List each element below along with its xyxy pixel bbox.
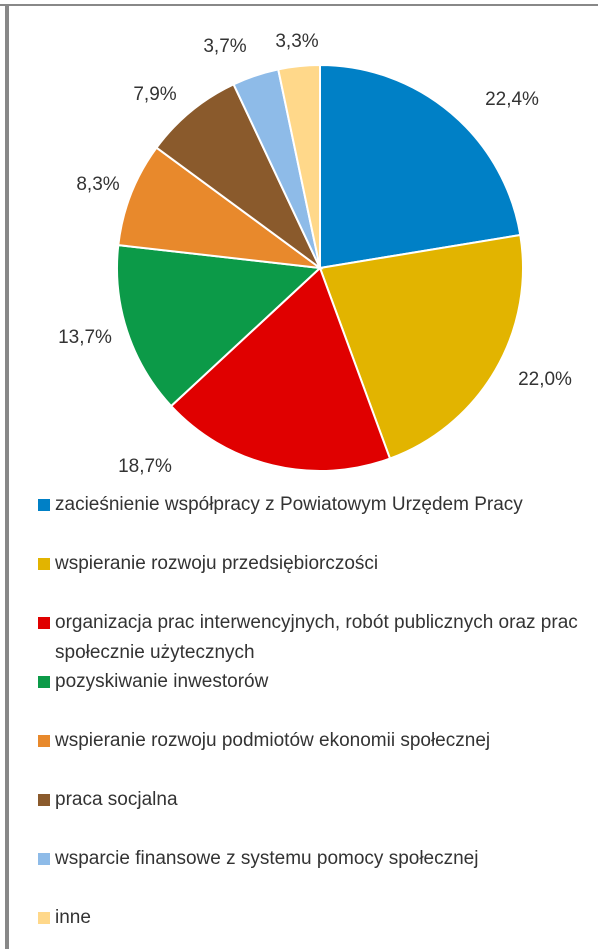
legend-item: zacieśnienie współpracy z Powiatowym Urz… [36,490,586,549]
legend-swatch [38,499,50,511]
legend-label: wspieranie rozwoju podmiotów ekonomii sp… [55,730,491,751]
pie-slice [155,82,321,269]
legend-label: pozyskiwanie inwestorów [55,671,269,692]
legend-swatch [38,853,50,865]
pie-slice [319,63,522,270]
legend-label: organizacja prac interwencyjnych, robót … [55,612,578,663]
data-label: 7,9% [133,84,176,105]
pie-slice [117,146,324,270]
pie-slice [277,63,321,269]
legend-swatch [38,558,50,570]
legend-label: wsparcie finansowe z systemu pomocy społ… [55,848,479,869]
pie-slice [116,243,323,408]
data-label: 18,7% [118,456,172,477]
legend-item: wsparcie finansowe z systemu pomocy społ… [36,844,586,903]
legend-label: wspieranie rozwoju przedsiębiorczości [55,553,379,574]
legend-item: organizacja prac interwencyjnych, robót … [36,608,586,667]
legend-swatch [38,617,50,629]
legend-label: inne [55,907,91,928]
legend-item: pozyskiwanie inwestorów [36,667,586,726]
legend-swatch [38,912,50,924]
legend-item: wspieranie rozwoju przedsiębiorczości [36,549,586,608]
pie-slice [169,266,392,472]
legend-swatch [38,676,50,688]
legend-label: praca socjalna [55,789,178,810]
pie-slice [318,233,524,460]
legend-label: zacieśnienie współpracy z Powiatowym Urz… [55,494,523,515]
legend-item: inne [36,903,586,949]
legend-item: praca socjalna [36,785,586,844]
legend-item: wspieranie rozwoju podmiotów ekonomii sp… [36,726,586,785]
data-label: 8,3% [76,174,119,195]
data-label: 3,3% [275,31,318,52]
data-label: 3,7% [203,36,246,57]
legend-swatch [38,735,50,747]
legend: zacieśnienie współpracy z Powiatowym Urz… [36,490,586,949]
data-label: 13,7% [58,327,112,348]
data-label: 22,4% [485,89,539,110]
data-label: 22,0% [518,369,572,390]
legend-swatch [38,794,50,806]
